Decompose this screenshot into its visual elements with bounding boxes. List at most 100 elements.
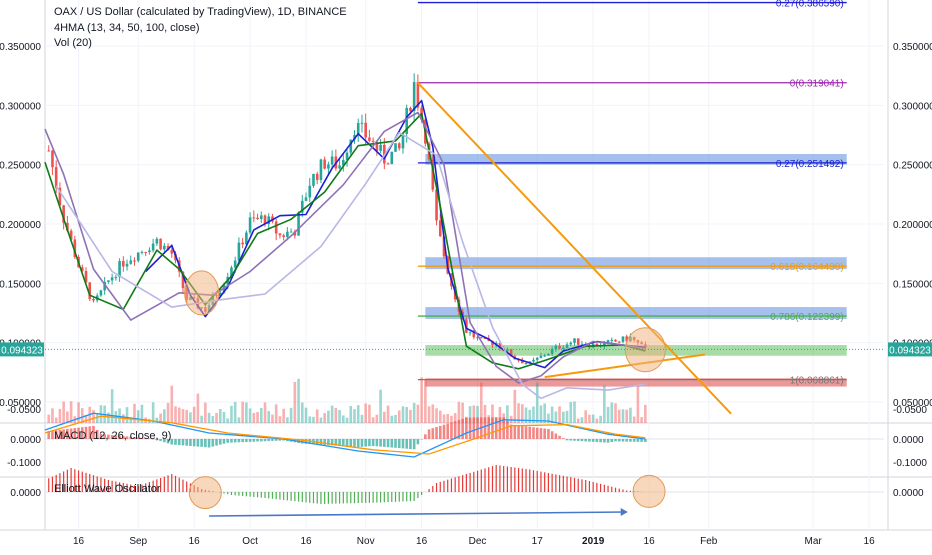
price-tick-label-right: 0.200000 bbox=[893, 220, 932, 231]
volume-bar bbox=[345, 417, 349, 423]
price-tick-label-right: 0.250000 bbox=[893, 161, 932, 172]
volume-bar bbox=[450, 415, 453, 423]
volume-bar bbox=[92, 410, 95, 423]
macd-histogram-bar bbox=[565, 439, 569, 441]
candle-body bbox=[573, 338, 576, 343]
macd-histogram-bar bbox=[416, 439, 420, 445]
volume-bar bbox=[140, 404, 144, 423]
macd-histogram-bar bbox=[569, 439, 573, 441]
candle-body bbox=[621, 336, 625, 342]
candle-body bbox=[360, 122, 364, 124]
macd-histogram-bar bbox=[517, 425, 520, 439]
ewo-tick-right: -0.1000 bbox=[893, 458, 927, 469]
volume-bar bbox=[263, 402, 267, 423]
volume-bar bbox=[282, 408, 285, 423]
volume-bar bbox=[267, 411, 271, 423]
macd-histogram-bar bbox=[539, 428, 543, 439]
macd-histogram-bar bbox=[573, 439, 576, 441]
volume-bar bbox=[319, 417, 323, 423]
volume-bar bbox=[69, 401, 73, 423]
candle-body bbox=[386, 163, 390, 165]
macd-histogram-bar bbox=[185, 439, 189, 446]
macd-histogram-bar bbox=[300, 439, 304, 444]
candle-body bbox=[543, 355, 546, 357]
trendlines bbox=[417, 82, 732, 415]
candle-body bbox=[438, 220, 442, 237]
volume-bar bbox=[375, 414, 379, 423]
volume-bar bbox=[636, 385, 640, 423]
macd-histogram-bar bbox=[524, 426, 528, 439]
volume-bar bbox=[77, 402, 80, 423]
volume-bar bbox=[479, 382, 483, 423]
volume-legend: Vol (20) bbox=[54, 37, 92, 49]
volume-bar bbox=[252, 412, 256, 423]
candle-body bbox=[122, 260, 125, 267]
candle-body bbox=[327, 164, 330, 169]
macd-histogram-bar bbox=[595, 439, 599, 443]
macd-histogram-bar bbox=[476, 417, 479, 439]
volume-bar bbox=[610, 402, 614, 423]
macd-histogram-bar bbox=[278, 439, 282, 441]
volume-bar bbox=[315, 409, 319, 423]
volume-bar bbox=[166, 402, 170, 423]
macd-tick-left: 0.0000 bbox=[10, 435, 41, 446]
candle-body bbox=[69, 230, 73, 240]
candle-body bbox=[565, 344, 569, 348]
highlight-circle bbox=[632, 474, 666, 508]
volume-bar bbox=[632, 416, 636, 423]
macd-histogram-bar bbox=[506, 420, 509, 439]
candle-body bbox=[606, 340, 610, 343]
candle-body bbox=[364, 122, 367, 138]
volume-bar bbox=[584, 410, 587, 423]
candle-body bbox=[569, 342, 573, 345]
volume-bar bbox=[230, 405, 233, 423]
volume-bar bbox=[371, 417, 375, 423]
macd-histogram-bar bbox=[319, 439, 323, 445]
volume-bar bbox=[420, 377, 423, 423]
candle-body bbox=[252, 217, 256, 219]
candle-body bbox=[129, 260, 133, 264]
macd-histogram-bar bbox=[77, 427, 80, 439]
volume-bar bbox=[211, 416, 215, 423]
candle-body bbox=[312, 173, 315, 186]
volume-bar bbox=[241, 401, 244, 423]
macd-histogram-bar bbox=[446, 423, 450, 439]
candle-body bbox=[103, 281, 106, 291]
candle-body bbox=[491, 340, 494, 345]
macd-signal-line bbox=[44, 415, 646, 455]
volume-bar bbox=[226, 418, 230, 423]
candle-body bbox=[256, 217, 259, 220]
macd-histogram-bar bbox=[47, 431, 51, 439]
macd-histogram-bar bbox=[450, 422, 453, 439]
macd-histogram-bar bbox=[528, 426, 532, 439]
macd-histogram-bar bbox=[196, 439, 200, 447]
volume-bar bbox=[125, 407, 129, 423]
volume-bar bbox=[174, 406, 177, 423]
candle-body bbox=[163, 245, 166, 250]
price-tick-label-left: 0.200000 bbox=[0, 220, 41, 231]
macd-histogram-bar bbox=[170, 439, 174, 445]
candle-body bbox=[263, 215, 267, 225]
candle-body bbox=[125, 263, 129, 267]
macd-histogram-bar bbox=[163, 439, 166, 443]
current-price-tag-left bbox=[0, 342, 44, 357]
candle-body bbox=[576, 338, 580, 345]
candle-body bbox=[524, 363, 528, 365]
candle-body bbox=[379, 144, 382, 151]
candle-body bbox=[394, 143, 397, 152]
macd-histogram-bar bbox=[438, 425, 442, 439]
macd-histogram-bar bbox=[353, 439, 356, 447]
macd-histogram-bar bbox=[252, 439, 256, 442]
volume-bar bbox=[196, 393, 200, 423]
volume-bar bbox=[625, 409, 629, 423]
macd-histogram-bar bbox=[174, 439, 177, 445]
volume-bar bbox=[155, 417, 159, 423]
candle-body bbox=[274, 221, 278, 234]
candle-body bbox=[84, 271, 88, 283]
macd-histogram-bar bbox=[535, 427, 539, 439]
volume-bar bbox=[606, 406, 610, 423]
time-tick-label: 2019 bbox=[582, 536, 605, 547]
candle-body bbox=[51, 150, 54, 168]
macd-histogram-bar bbox=[424, 434, 427, 439]
divergence-arrow bbox=[209, 511, 627, 517]
